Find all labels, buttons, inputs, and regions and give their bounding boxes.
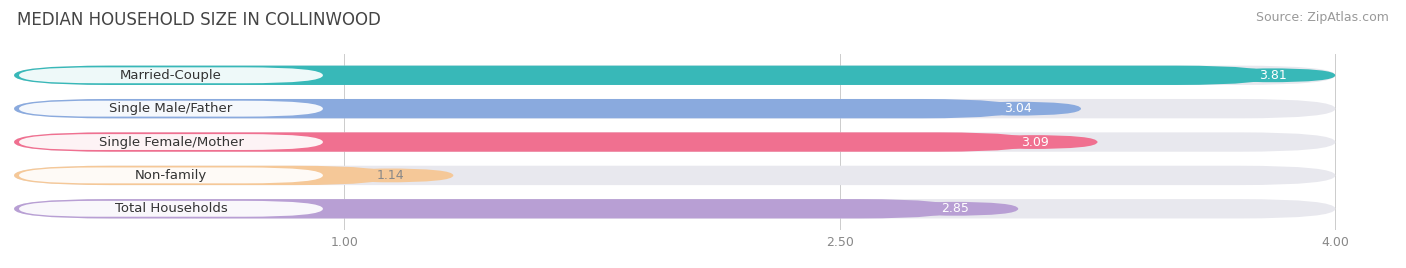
FancyBboxPatch shape xyxy=(20,101,323,117)
FancyBboxPatch shape xyxy=(328,169,453,183)
FancyBboxPatch shape xyxy=(14,66,1336,85)
FancyBboxPatch shape xyxy=(20,168,323,183)
FancyBboxPatch shape xyxy=(893,202,1018,216)
Text: 2.85: 2.85 xyxy=(942,202,969,215)
Text: 1.14: 1.14 xyxy=(377,169,405,182)
Text: Single Male/Father: Single Male/Father xyxy=(110,102,232,115)
Text: Source: ZipAtlas.com: Source: ZipAtlas.com xyxy=(1256,11,1389,24)
Text: Single Female/Mother: Single Female/Mother xyxy=(98,136,243,148)
Text: 3.04: 3.04 xyxy=(1004,102,1032,115)
Text: MEDIAN HOUSEHOLD SIZE IN COLLINWOOD: MEDIAN HOUSEHOLD SIZE IN COLLINWOOD xyxy=(17,11,381,29)
FancyBboxPatch shape xyxy=(14,199,1336,218)
FancyBboxPatch shape xyxy=(20,134,323,150)
FancyBboxPatch shape xyxy=(14,99,1018,118)
FancyBboxPatch shape xyxy=(972,135,1098,149)
FancyBboxPatch shape xyxy=(20,201,323,217)
FancyBboxPatch shape xyxy=(956,102,1081,116)
Text: Total Households: Total Households xyxy=(115,202,228,215)
FancyBboxPatch shape xyxy=(14,199,956,218)
Text: 3.81: 3.81 xyxy=(1258,69,1286,82)
FancyBboxPatch shape xyxy=(14,166,391,185)
FancyBboxPatch shape xyxy=(1209,68,1336,82)
FancyBboxPatch shape xyxy=(20,67,323,83)
Text: Non-family: Non-family xyxy=(135,169,207,182)
FancyBboxPatch shape xyxy=(14,166,1336,185)
FancyBboxPatch shape xyxy=(14,132,1336,152)
FancyBboxPatch shape xyxy=(14,66,1272,85)
FancyBboxPatch shape xyxy=(14,132,1035,152)
Text: Married-Couple: Married-Couple xyxy=(120,69,222,82)
FancyBboxPatch shape xyxy=(14,99,1336,118)
Text: 3.09: 3.09 xyxy=(1021,136,1049,148)
